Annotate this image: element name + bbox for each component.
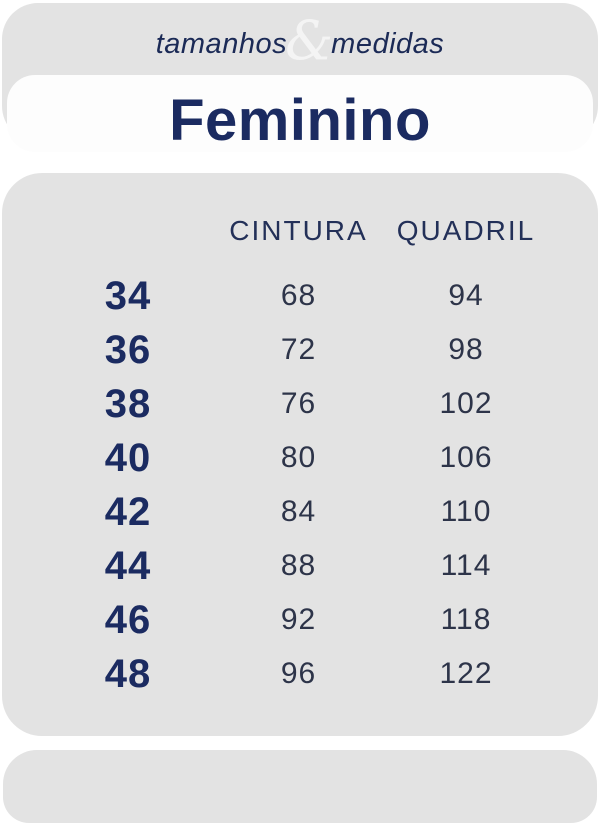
size-label: 42 [104,489,152,534]
quadril-value: 106 [439,441,493,474]
table-row: 48 96 122 [40,647,578,701]
ampersand-decoration: & [285,9,334,72]
cintura-value: 92 [280,603,317,636]
cintura-value: 72 [280,333,317,366]
next-card-peek [3,750,597,823]
quadril-value: 110 [440,495,492,528]
cintura-value: 68 [280,279,317,312]
table-row: 40 80 106 [40,431,578,485]
title-word-tamanhos: tamanhos [155,27,288,60]
table-row: 42 84 110 [40,485,578,539]
size-label: 34 [104,273,152,318]
quadril-value: 98 [448,333,484,366]
size-table-body: 34 68 94 36 72 98 38 76 102 40 80 106 42… [40,269,578,701]
column-header-cintura: CINTURA [229,215,368,246]
size-table-header-row: CINTURA QUADRIL [40,215,578,247]
table-row: 36 72 98 [40,323,578,377]
quadril-value: 94 [448,279,484,312]
cintura-value: 88 [280,549,317,582]
table-row: 38 76 102 [40,377,578,431]
size-label: 44 [104,543,152,588]
quadril-value: 122 [439,657,493,690]
size-label: 36 [104,327,152,372]
size-label: 40 [104,435,152,480]
table-row: 34 68 94 [40,269,578,323]
size-label: 38 [104,381,152,426]
cintura-value: 96 [280,657,317,690]
size-table-card: CINTURA QUADRIL 34 68 94 36 72 98 38 76 … [2,173,598,736]
table-row: 44 88 114 [40,539,578,593]
size-label: 48 [104,651,152,696]
gender-banner-title: Feminino [169,88,431,153]
cintura-value: 76 [280,387,317,420]
quadril-value: 102 [439,387,493,420]
quadril-value: 118 [440,603,492,636]
gender-banner: Feminino [7,75,593,153]
size-guide-title: tamanhos & medidas [2,9,598,73]
cintura-value: 84 [280,495,317,528]
title-word-medidas: medidas [331,27,445,60]
table-row: 46 92 118 [40,593,578,647]
size-label: 46 [104,597,152,642]
quadril-value: 114 [440,549,492,582]
column-header-quadril: QUADRIL [396,215,536,246]
cintura-value: 80 [280,441,317,474]
